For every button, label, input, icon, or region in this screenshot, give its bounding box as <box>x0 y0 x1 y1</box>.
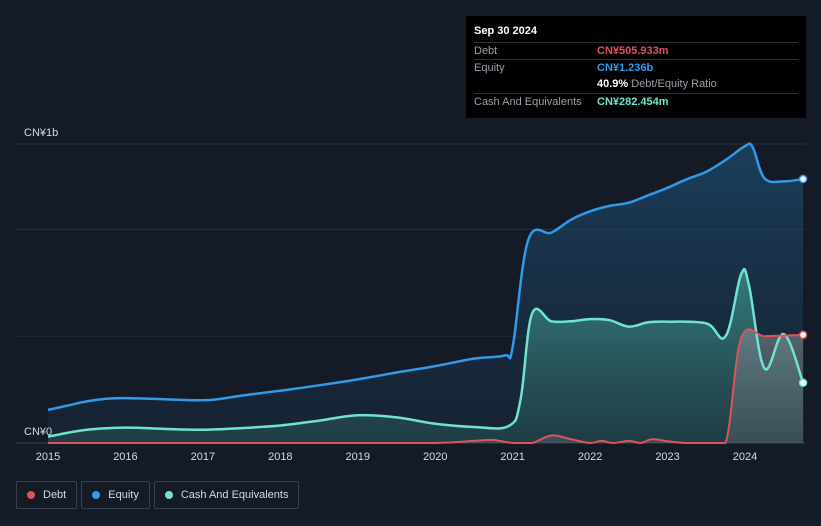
tooltip-label: Equity <box>474 62 505 74</box>
x-axis-labels: 2015 2016 2017 2018 2019 2020 2021 2022 2023 2024 <box>36 451 757 463</box>
x-tick-label: 2020 <box>423 451 447 463</box>
tooltip-ratio-label: Debt/Equity Ratio <box>631 78 717 90</box>
x-tick-label: 2017 <box>191 451 215 463</box>
legend-label: Equity <box>108 489 139 501</box>
x-tick-label: 2019 <box>346 451 370 463</box>
series-areas <box>48 143 804 443</box>
x-tick-label: 2023 <box>655 451 679 463</box>
y-tick-label: CN¥0 <box>24 426 52 438</box>
tooltip-row-equity: Equity CN¥1.236b <box>474 59 798 76</box>
debt-endpoint <box>798 330 808 340</box>
chart-legend: Debt Equity Cash And Equivalents <box>16 481 300 509</box>
equity-line <box>47 142 804 412</box>
legend-dot-icon <box>164 491 173 499</box>
legend-item-equity[interactable]: Equity <box>81 481 150 509</box>
cash-and-equivalents-line <box>47 267 805 438</box>
x-tick-label: 2024 <box>733 451 757 463</box>
tooltip-date: Sep 30 2024 <box>474 25 537 37</box>
x-tick-label: 2016 <box>113 451 137 463</box>
equity-endpoint <box>798 174 808 184</box>
tooltip-ratio-row: 40.9% Debt/Equity Ratio <box>474 76 798 93</box>
legend-dot-icon <box>92 491 101 499</box>
debt-line <box>48 328 804 445</box>
legend-label: Cash And Equivalents <box>180 489 289 501</box>
tooltip-panel: Sep 30 2024 Debt CN¥505.933m Equity CN¥1… <box>466 16 806 118</box>
tooltip-row-debt: Debt CN¥505.933m <box>474 42 798 59</box>
x-tick-label: 2015 <box>36 451 60 463</box>
legend-item-cash[interactable]: Cash And Equivalents <box>153 481 300 509</box>
cash-and-equivalents-area <box>48 269 804 443</box>
x-tick-label: 2022 <box>578 451 602 463</box>
tooltip-value-cash: CN¥282.454m <box>597 96 669 108</box>
y-axis-labels: CN¥1b CN¥0 <box>24 127 58 438</box>
tooltip-value-equity: CN¥1.236b <box>597 62 654 74</box>
legend-dot-icon <box>27 491 35 499</box>
y-tick-label: CN¥1b <box>24 127 58 139</box>
x-tick-label: 2021 <box>500 451 524 463</box>
legend-item-debt[interactable]: Debt <box>16 481 78 509</box>
series-endpoints <box>798 174 808 388</box>
series-lines <box>47 142 805 445</box>
tooltip-value-debt: CN¥505.933m <box>597 45 669 57</box>
legend-label: Debt <box>43 489 67 501</box>
tooltip-label: Cash And Equivalents <box>474 96 582 108</box>
x-tick-label: 2018 <box>268 451 292 463</box>
tooltip-row-cash: Cash And Equivalents CN¥282.454m <box>474 93 798 110</box>
tooltip-label: Debt <box>474 45 498 57</box>
tooltip-ratio-value: 40.9% <box>597 78 629 90</box>
cash-and-equivalents-endpoint <box>798 378 808 388</box>
